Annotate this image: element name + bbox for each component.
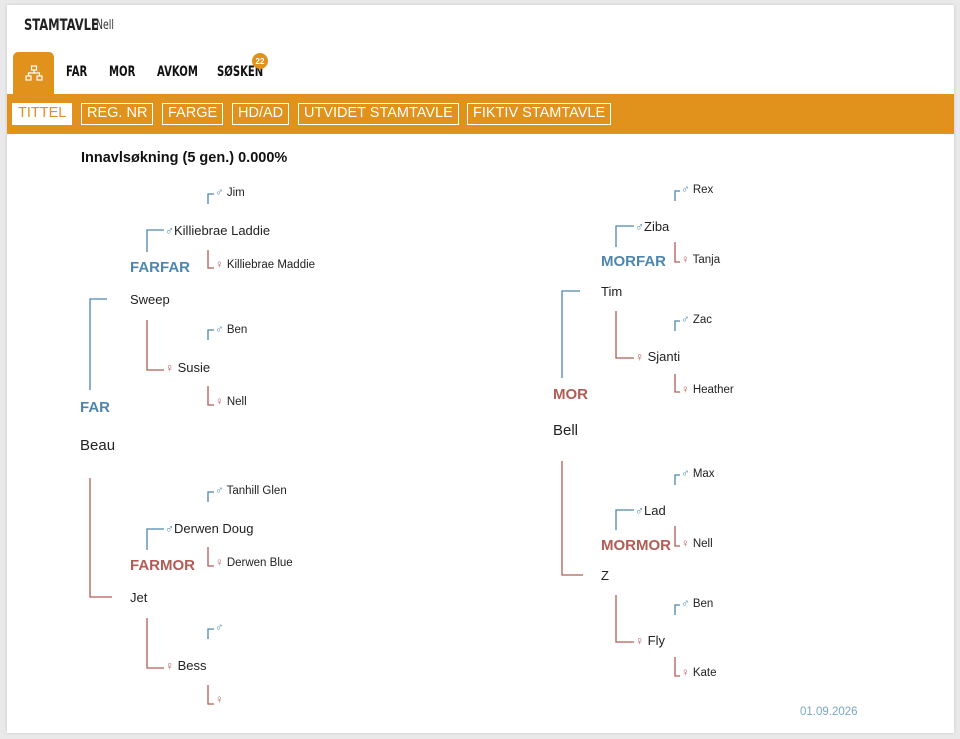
- female-icon: ♀: [215, 694, 224, 706]
- list-item[interactable]: ♂ Zac: [681, 314, 712, 326]
- list-item[interactable]: ♂Ziba: [635, 219, 670, 234]
- male-icon: ♂: [165, 522, 174, 536]
- male-icon: ♂: [215, 485, 224, 497]
- list-item[interactable]: ♂ Tanhill Glen: [215, 485, 287, 497]
- sires-sire-name[interactable]: Sweep: [130, 292, 170, 307]
- button-hd-ad[interactable]: HD/AD: [232, 103, 290, 125]
- list-item[interactable]: ♂ Max: [681, 468, 715, 480]
- list-item[interactable]: ♂Derwen Doug: [165, 521, 254, 536]
- tab-mor[interactable]: MOR: [109, 64, 136, 80]
- print-date: 01.09.2026: [800, 706, 858, 718]
- male-icon: ♂: [215, 622, 224, 634]
- heading-farfar: FARFAR: [130, 259, 190, 276]
- male-icon: ♂: [681, 468, 690, 480]
- pedigree-tree-icon: [24, 65, 43, 81]
- list-item[interactable]: ♀ Heather: [681, 384, 734, 396]
- list-item[interactable]: ♂: [215, 622, 224, 634]
- list-item[interactable]: ♂Killiebrae Laddie: [165, 223, 271, 238]
- list-item[interactable]: ♀ Killiebrae Maddie: [215, 259, 316, 271]
- dams-sire-name[interactable]: Tim: [601, 284, 623, 299]
- dams-dam-name[interactable]: Z: [601, 568, 609, 583]
- male-icon: ♂: [165, 224, 174, 238]
- app-title: STAMTAVLE: [24, 15, 99, 34]
- heading-farmor: FARMOR: [130, 557, 195, 574]
- list-item[interactable]: ♀ Nell: [215, 396, 247, 408]
- list-item[interactable]: ♂ Ben: [215, 324, 248, 336]
- button-tittel[interactable]: TITTEL: [12, 103, 73, 125]
- female-icon: ♀: [681, 254, 690, 266]
- sires-dam-name[interactable]: Jet: [130, 590, 148, 605]
- button-reg-nr[interactable]: REG. NR: [81, 103, 154, 125]
- male-icon: ♂: [215, 187, 224, 199]
- tab-pedigree[interactable]: [13, 52, 54, 94]
- male-icon: ♂: [215, 324, 224, 336]
- female-icon: ♀: [635, 634, 644, 648]
- heading-morfar: MORFAR: [601, 253, 666, 270]
- button-fiktiv-stamtavle[interactable]: FIKTIV STAMTAVLE: [467, 103, 612, 125]
- heading-mor: MOR: [553, 386, 588, 403]
- sire-name[interactable]: Beau: [80, 437, 116, 454]
- female-icon: ♀: [681, 384, 690, 396]
- female-icon: ♀: [165, 659, 174, 673]
- list-item[interactable]: ♀: [215, 694, 224, 706]
- list-item[interactable]: ♀ Nell: [681, 538, 713, 550]
- list-item[interactable]: ♂ Ben: [681, 598, 714, 610]
- list-item[interactable]: ♂ Jim: [215, 187, 245, 199]
- list-item[interactable]: ♂ Rex: [681, 184, 714, 196]
- male-icon: ♂: [635, 220, 644, 234]
- list-item[interactable]: ♀ Fly: [635, 633, 665, 648]
- list-item[interactable]: ♀ Susie: [165, 360, 211, 375]
- list-item[interactable]: ♂Lad: [635, 503, 666, 518]
- female-icon: ♀: [165, 361, 174, 375]
- female-icon: ♀: [215, 557, 224, 569]
- dog-name: Nell: [96, 18, 114, 33]
- tab-sosken[interactable]: SØSKEN: [217, 64, 264, 80]
- list-item[interactable]: ♀ Tanja: [681, 254, 721, 266]
- dam-name[interactable]: Bell: [553, 422, 579, 439]
- male-icon: ♂: [635, 504, 644, 518]
- list-item[interactable]: ♀ Sjanti: [635, 349, 681, 364]
- heading-far: FAR: [80, 399, 110, 416]
- button-farge[interactable]: FARGE: [162, 103, 224, 125]
- male-icon: ♂: [681, 314, 690, 326]
- female-icon: ♀: [635, 350, 644, 364]
- button-utvidet-stamtavle[interactable]: UTVIDET STAMTAVLE: [298, 103, 459, 125]
- toolbar: [7, 94, 954, 134]
- list-item[interactable]: ♀ Kate: [681, 667, 717, 679]
- inbreeding-coefficient: Innavlsøkning (5 gen.) 0.000%: [81, 150, 288, 166]
- female-icon: ♀: [681, 667, 690, 679]
- tab-far[interactable]: FAR: [66, 64, 88, 80]
- list-item[interactable]: ♀ Bess: [165, 658, 207, 673]
- list-item[interactable]: ♀ Derwen Blue: [215, 557, 293, 569]
- female-icon: ♀: [215, 396, 224, 408]
- male-icon: ♂: [681, 598, 690, 610]
- sibling-count-badge: 22: [252, 53, 268, 69]
- female-icon: ♀: [215, 259, 224, 271]
- male-icon: ♂: [681, 184, 690, 196]
- heading-mormor: MORMOR: [601, 537, 671, 554]
- female-icon: ♀: [681, 538, 690, 550]
- tab-avkom[interactable]: AVKOM: [157, 64, 198, 80]
